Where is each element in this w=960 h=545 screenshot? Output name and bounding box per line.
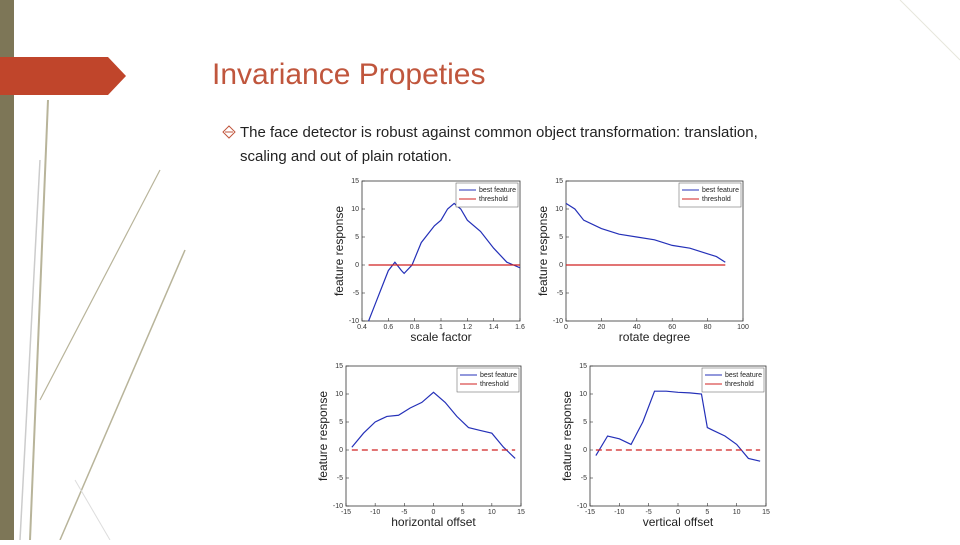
legend-label: threshold xyxy=(479,196,508,203)
x-axis-label: vertical offset xyxy=(643,515,714,529)
slide-title: Invariance Propeties xyxy=(212,58,486,91)
x-tick-label: 5 xyxy=(461,509,465,516)
legend-label: threshold xyxy=(725,381,754,388)
series-line xyxy=(351,391,516,459)
x-tick-label: 40 xyxy=(633,324,641,331)
series-line xyxy=(565,202,726,263)
bullet-text: scaling and out of plain rotation. xyxy=(240,148,452,165)
x-tick-label: 15 xyxy=(762,509,770,516)
x-tick-label: 60 xyxy=(668,324,676,331)
x-tick-label: -10 xyxy=(614,509,624,516)
bullet-text: The face detector is robust against comm… xyxy=(240,124,758,141)
x-tick-label: 1 xyxy=(439,324,443,331)
legend-label: best feature xyxy=(479,187,516,194)
x-tick-label: 0 xyxy=(676,509,680,516)
legend-label: threshold xyxy=(480,381,509,388)
y-axis-label: feature response xyxy=(316,391,330,481)
legend-box xyxy=(678,182,742,208)
legend-box xyxy=(701,367,765,393)
y-tick-label: -10 xyxy=(577,503,587,510)
y-tick-label: 0 xyxy=(355,262,359,269)
decor-lines xyxy=(19,0,960,541)
y-axis-label: feature response xyxy=(560,391,574,481)
y-tick-label: 15 xyxy=(335,363,343,370)
y-tick-label: -5 xyxy=(557,290,563,297)
x-tick-label: 1.4 xyxy=(489,324,499,331)
x-axis-label: scale factor xyxy=(410,330,471,344)
y-tick-label: 0 xyxy=(583,447,587,454)
y-tick-label: 15 xyxy=(555,178,563,185)
x-tick-label: -5 xyxy=(401,509,407,516)
x-tick-label: 1.2 xyxy=(462,324,472,331)
legend-label: best feature xyxy=(702,187,739,194)
legend-label: best feature xyxy=(480,372,517,379)
x-tick-label: 0 xyxy=(432,509,436,516)
x-tick-label: 100 xyxy=(737,324,749,331)
x-axis-label: rotate degree xyxy=(619,330,691,344)
x-tick-label: 0.6 xyxy=(383,324,393,331)
x-tick-label: -5 xyxy=(646,509,652,516)
y-tick-label: 10 xyxy=(351,206,359,213)
legend-box xyxy=(455,182,519,208)
y-tick-label: 5 xyxy=(559,234,563,241)
x-tick-label: 5 xyxy=(705,509,709,516)
y-tick-label: -5 xyxy=(353,290,359,297)
bullet-icon xyxy=(222,125,236,139)
legend-label: best feature xyxy=(725,372,762,379)
x-tick-label: 0.8 xyxy=(410,324,420,331)
y-axis-label: feature response xyxy=(536,206,550,296)
x-tick-label: -10 xyxy=(370,509,380,516)
legend-box xyxy=(456,367,520,393)
x-tick-label: -15 xyxy=(341,509,351,516)
x-tick-label: 0.4 xyxy=(357,324,367,331)
title-arrow xyxy=(0,57,126,95)
x-tick-label: 80 xyxy=(704,324,712,331)
side-bar xyxy=(0,0,14,540)
y-tick-label: 5 xyxy=(583,419,587,426)
x-tick-label: -15 xyxy=(585,509,595,516)
y-tick-label: 10 xyxy=(579,391,587,398)
y-tick-label: -5 xyxy=(581,475,587,482)
x-tick-label: 10 xyxy=(488,509,496,516)
y-tick-label: 0 xyxy=(339,447,343,454)
x-tick-label: 15 xyxy=(517,509,525,516)
x-axis-label: horizontal offset xyxy=(391,515,476,529)
y-tick-label: 5 xyxy=(355,234,359,241)
y-tick-label: -10 xyxy=(333,503,343,510)
x-tick-label: 10 xyxy=(733,509,741,516)
y-tick-label: 15 xyxy=(351,178,359,185)
y-axis-label: feature response xyxy=(332,206,346,296)
y-tick-label: 5 xyxy=(339,419,343,426)
y-tick-label: -5 xyxy=(337,475,343,482)
x-tick-label: 0 xyxy=(564,324,568,331)
y-tick-label: 15 xyxy=(579,363,587,370)
y-tick-label: 10 xyxy=(555,206,563,213)
y-tick-label: -10 xyxy=(349,318,359,325)
x-tick-label: 20 xyxy=(598,324,606,331)
x-tick-label: 1.6 xyxy=(515,324,525,331)
series-line xyxy=(595,390,761,462)
y-tick-label: 0 xyxy=(559,262,563,269)
y-tick-label: -10 xyxy=(553,318,563,325)
y-tick-label: 10 xyxy=(335,391,343,398)
legend-label: threshold xyxy=(702,196,731,203)
series-line xyxy=(368,202,521,322)
